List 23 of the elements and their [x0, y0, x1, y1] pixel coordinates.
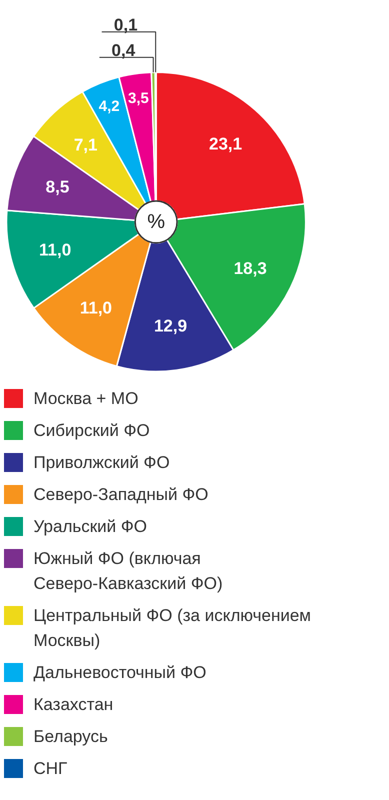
- data-label: 0,4: [112, 40, 136, 60]
- legend-label: Казахстан: [34, 695, 114, 714]
- legend-label: СНГ: [34, 759, 68, 778]
- data-label: 18,3: [234, 258, 267, 278]
- legend-label: Москва + МО: [34, 389, 138, 408]
- legend-label: Южный ФО (включая Северо-Кавказский ФО): [34, 549, 223, 593]
- data-label: 23,1: [209, 134, 242, 154]
- legend-label: Уральский ФО: [34, 517, 148, 536]
- legend-label: Дальневосточный ФО: [34, 663, 206, 682]
- data-label: 8,5: [46, 178, 70, 197]
- data-label: 11,0: [80, 298, 112, 318]
- data-label: 11,0: [39, 240, 72, 260]
- data-label: 4,2: [98, 98, 120, 115]
- legend-label: Сибирский ФО: [34, 421, 150, 440]
- legend-label: Центральный ФО (за исключением Москвы): [34, 606, 311, 650]
- legend-label: Северо-Западный ФО: [34, 485, 208, 504]
- text: %: [147, 210, 166, 233]
- data-label: 7,1: [74, 135, 98, 154]
- legend-label: Беларусь: [34, 727, 108, 746]
- legend-label: Приволжский ФО: [34, 453, 170, 472]
- data-label: 12,9: [154, 316, 188, 336]
- data-label: 3,5: [128, 90, 149, 107]
- data-label: 0,1: [114, 15, 138, 34]
